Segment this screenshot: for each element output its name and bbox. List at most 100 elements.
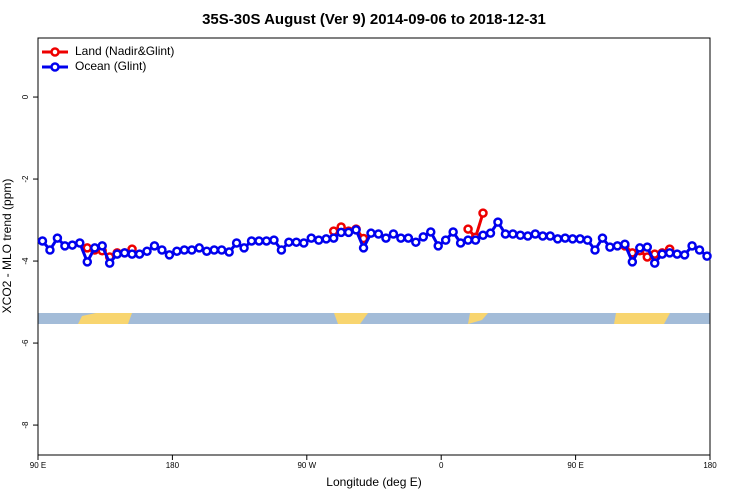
data-point [679, 250, 690, 260]
data-point [582, 235, 593, 245]
data-point [82, 257, 93, 267]
land-strip [38, 313, 710, 324]
data-point [179, 245, 190, 255]
data-point [366, 228, 376, 238]
data-point [664, 248, 675, 258]
data-point [425, 227, 436, 237]
data-point [642, 242, 653, 252]
data-point [164, 250, 175, 260]
data-point [545, 231, 555, 241]
data-point [478, 208, 488, 218]
data-point [627, 257, 638, 267]
data-point [328, 233, 339, 243]
data-point [75, 238, 85, 248]
legend-label: Land (Nadir&Glint) [75, 44, 174, 58]
data-point [157, 245, 167, 255]
data-point [89, 243, 100, 253]
data-point [635, 243, 645, 253]
data-point [575, 234, 585, 244]
data-point [411, 237, 421, 247]
data-point [291, 237, 302, 247]
data-point [500, 229, 511, 239]
data-point [687, 241, 697, 251]
data-point [336, 227, 346, 238]
data-point [358, 243, 369, 253]
legend-marker [50, 62, 60, 72]
data-point [649, 258, 660, 268]
y-tick-label: -6 [21, 339, 30, 347]
data-point [134, 249, 145, 259]
data-point [194, 243, 205, 253]
data-point [455, 238, 466, 248]
data-point [470, 235, 481, 245]
data-point [209, 245, 219, 255]
data-point [321, 234, 331, 244]
y-tick-label: -2 [21, 175, 30, 183]
data-point [440, 235, 451, 245]
data-point [351, 225, 361, 235]
data-point [67, 240, 78, 250]
land-shape [614, 313, 670, 324]
data-point [702, 251, 712, 261]
data-point [119, 248, 130, 258]
legend-label: Ocean (Glint) [75, 59, 146, 73]
data-point [515, 230, 526, 240]
y-tick-label: 0 [21, 94, 30, 99]
data-point [433, 241, 443, 251]
data-point [567, 234, 578, 244]
x-tick-label: 180 [166, 461, 180, 470]
data-point [620, 239, 630, 249]
data-point [224, 247, 234, 257]
data-point [254, 236, 264, 246]
data-point [597, 233, 608, 243]
plot-frame [37, 37, 711, 456]
data-point [560, 233, 570, 243]
data-point [239, 243, 249, 253]
data-point [231, 238, 242, 248]
ocean-band [38, 313, 710, 324]
data-point [672, 249, 682, 259]
data-point [478, 230, 488, 240]
data-point [216, 245, 227, 255]
data-point [104, 258, 115, 268]
data-point [276, 245, 287, 255]
data-point [60, 241, 70, 251]
data-point [246, 236, 257, 246]
data-point [694, 245, 705, 255]
data-point [448, 227, 458, 237]
data-point [127, 249, 137, 259]
y-tick-label: -4 [21, 257, 30, 265]
data-point [493, 217, 503, 227]
x-tick-label: 90 W [297, 461, 316, 470]
data-point [373, 229, 384, 239]
data-point [37, 236, 48, 246]
data-point [388, 229, 399, 239]
land-shape [334, 313, 368, 324]
y-axis-label: XCO2 - MLO trend (ppm) [0, 179, 14, 314]
land-shape [78, 313, 132, 324]
data-point [537, 231, 548, 241]
legend-marker [50, 47, 60, 57]
data-point [381, 233, 391, 243]
chart-title: 35S-30S August (Ver 9) 2014-09-06 to 201… [202, 11, 546, 28]
x-tick-label: 90 E [567, 461, 583, 470]
data-point [201, 246, 212, 256]
data-point [523, 231, 533, 241]
y-tick-label: -8 [21, 421, 30, 429]
data-point [343, 227, 354, 238]
data-point [112, 249, 122, 259]
data-point [605, 242, 615, 252]
data-point [612, 241, 623, 251]
data-point [261, 236, 272, 246]
land-shape [468, 313, 488, 324]
data-point [97, 241, 107, 251]
data-point [187, 245, 197, 255]
data-point [142, 246, 152, 256]
data-point [45, 245, 55, 255]
data-point [269, 235, 279, 245]
data-point [82, 243, 93, 253]
x-tick-label: 90 E [30, 461, 46, 470]
data-point [172, 246, 182, 256]
data-point [299, 238, 309, 248]
